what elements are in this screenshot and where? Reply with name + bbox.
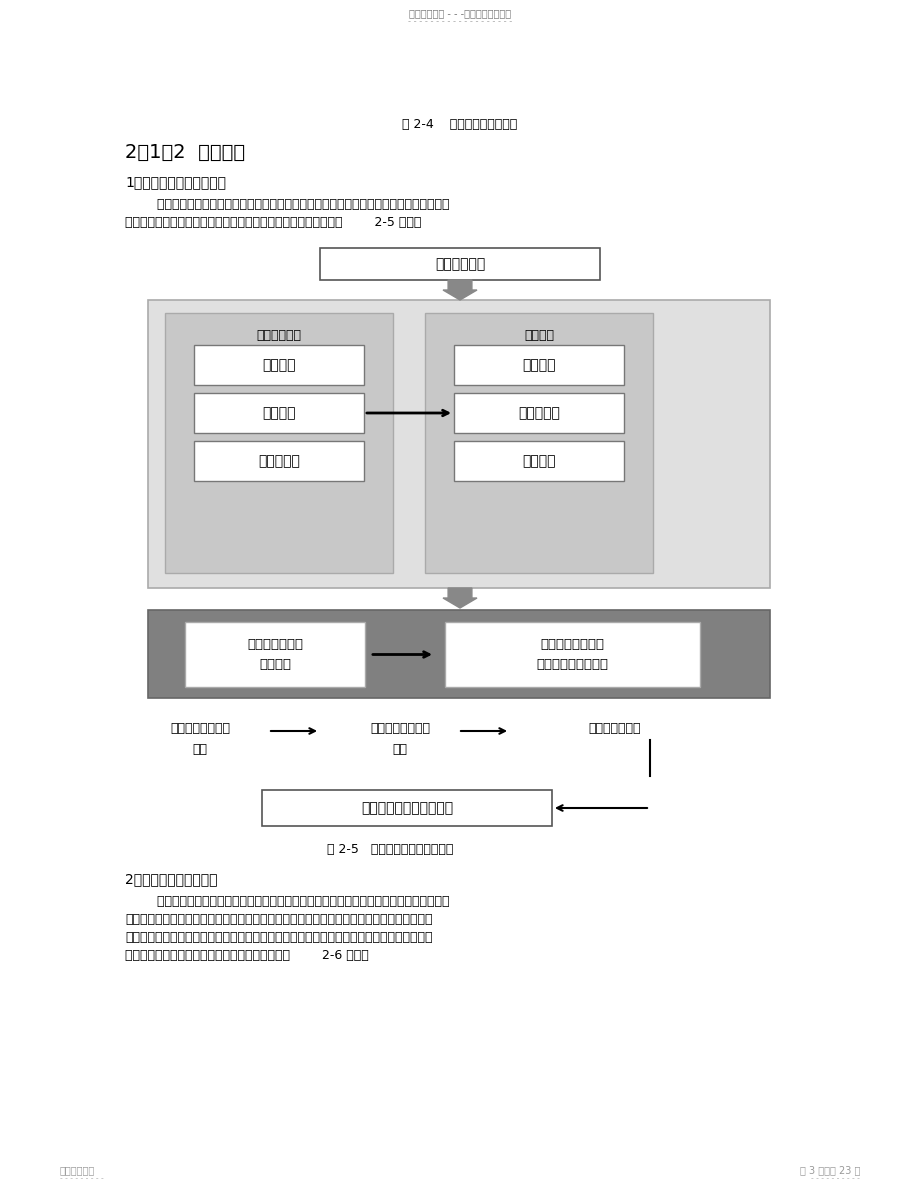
Bar [148,300,769,588]
Text: 业要真正了解客户，为客户提供优质的服务，提高企业效益，需针对已采集的客户数据构建各: 业要真正了解客户，为客户提供优质的服务，提高企业效益，需针对已采集的客户数据构建… [125,913,432,926]
Text: 相关客户分析项目模型，建立统一、全面的客户视角。客户数据模型的建设属于企业战略规划: 相关客户分析项目模型，建立统一、全面的客户视角。客户数据模型的建设属于企业战略规… [125,931,432,944]
Text: 潜在客户: 潜在客户 [522,454,555,468]
Bar [445,622,699,687]
Text: 名师资料总结 - - -精品资料欢迎下载: 名师资料总结 - - -精品资料欢迎下载 [408,8,511,18]
Bar [185,622,365,687]
Bar [320,248,599,280]
Text: 客户类型分区: 客户类型分区 [256,329,301,342]
Bar [262,790,551,826]
Text: - - - - - - - - - - - - - - - - - - -: - - - - - - - - - - - - - - - - - - - [407,17,512,26]
Bar [194,393,364,433]
Bar [194,441,364,482]
Bar [165,313,392,573]
Text: 个人客户: 个人客户 [262,406,295,420]
Text: 客户基本信息与
识别编号: 客户基本信息与 识别编号 [246,638,302,671]
Text: 获取客户市场相关
属性: 获取客户市场相关 属性 [369,722,429,756]
Text: 数据建模的过程是指对构建模型的原始数据进行描述和解释的过程，数据建模前企业需将: 数据建模的过程是指对构建模型的原始数据进行描述和解释的过程，数据建模前企业需将 [125,198,449,211]
Polygon shape [443,280,476,300]
Text: 客户相关信息: 客户相关信息 [435,257,484,271]
Text: - - - - - - - - - -: - - - - - - - - - - [811,1174,859,1182]
Text: 数据模型可揭示原始数据的本质属性，或能够成功地对数据未来发展做出预测或说明。企: 数据模型可揭示原始数据的本质属性，或能够成功地对数据未来发展做出预测或说明。企 [125,895,449,908]
Text: 图 2-5   客户信息数据库结构体系: 图 2-5 客户信息数据库结构体系 [326,843,453,856]
Text: 第 3 页，共 23 页: 第 3 页，共 23 页 [799,1165,859,1175]
Text: 收集的客户数据加以整理并录入数据库，客户数据库构建体系如图        2-5 所示。: 收集的客户数据加以整理并录入数据库，客户数据库构建体系如图 2-5 所示。 [125,216,421,229]
Text: - - - - - - - - -: - - - - - - - - - [60,1174,104,1182]
Text: 客户联系人: 客户联系人 [517,406,560,420]
Bar [453,393,623,433]
Text: 名师精心整理: 名师精心整理 [60,1165,96,1175]
Bar [194,344,364,385]
Text: 获取各种客户地址
信息: 获取各种客户地址 信息 [170,722,230,756]
Text: 1．客户信息数据库的构建: 1．客户信息数据库的构建 [125,175,226,190]
Text: 2．1．2  数据建模: 2．1．2 数据建模 [125,143,244,162]
Bar [453,441,623,482]
Polygon shape [443,588,476,608]
Text: 角色分类: 角色分类 [524,329,553,342]
Text: 企业客户: 企业客户 [262,358,295,372]
Bar [148,610,769,699]
Text: 获取客户联系人: 获取客户联系人 [588,722,641,735]
Bar [453,344,623,385]
Text: 2．客户数据模型的构建: 2．客户数据模型的构建 [125,873,217,886]
Bar [425,313,652,573]
Text: 图 2-4    采集数据的方式选择: 图 2-4 采集数据的方式选择 [402,118,517,131]
Text: 团体及其他: 团体及其他 [258,454,300,468]
Text: 验证个人身份证号
码、企业商业注册号: 验证个人身份证号 码、企业商业注册号 [536,638,607,671]
Text: 直接客户: 直接客户 [522,358,555,372]
Text: 中信息化建设的一部分。客户数据模型的构建如图        2-6 所示。: 中信息化建设的一部分。客户数据模型的构建如图 2-6 所示。 [125,949,369,962]
Text: 记录、更新客户接触信息: 记录、更新客户接触信息 [360,801,452,815]
